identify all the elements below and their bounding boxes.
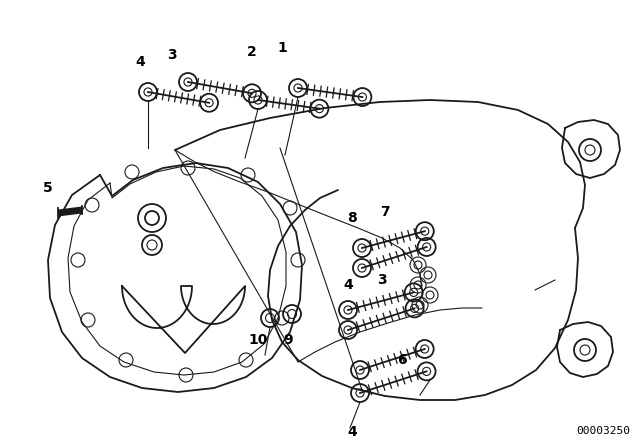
Text: 3: 3 <box>167 48 177 62</box>
Text: 2: 2 <box>247 45 257 59</box>
Text: 1: 1 <box>277 41 287 55</box>
Text: 7: 7 <box>380 205 390 219</box>
Text: 4: 4 <box>135 55 145 69</box>
Text: 3: 3 <box>377 273 387 287</box>
Text: 10: 10 <box>248 333 268 347</box>
Text: 5: 5 <box>43 181 53 195</box>
Text: 4: 4 <box>343 278 353 292</box>
Text: 8: 8 <box>347 211 357 225</box>
Text: 6: 6 <box>397 353 407 367</box>
Text: 9: 9 <box>283 333 293 347</box>
Text: 4: 4 <box>347 425 357 439</box>
Text: 00003250: 00003250 <box>576 426 630 436</box>
